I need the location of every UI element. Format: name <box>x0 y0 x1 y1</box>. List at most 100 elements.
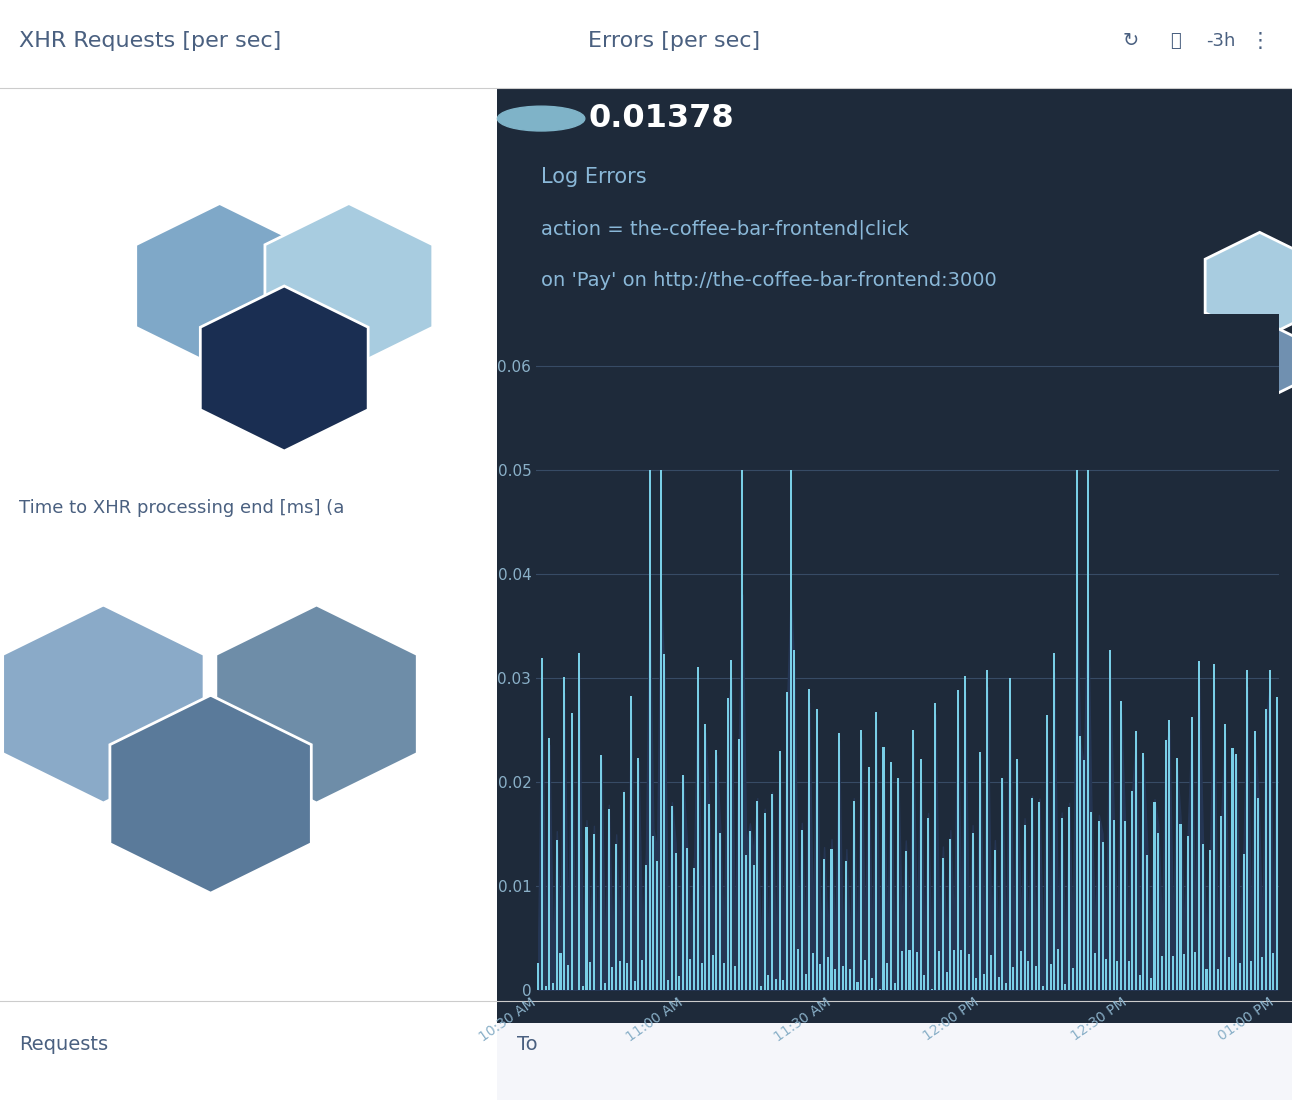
Bar <box>1068 806 1070 990</box>
Circle shape <box>497 107 585 131</box>
Polygon shape <box>1218 319 1292 402</box>
Bar <box>811 953 814 990</box>
Bar <box>841 966 844 990</box>
Bar <box>1150 978 1152 990</box>
Text: Time to XHR processing end [ms] (a: Time to XHR processing end [ms] (a <box>19 499 345 517</box>
Bar <box>1261 957 1264 990</box>
Bar <box>934 703 937 990</box>
Bar <box>1079 736 1081 990</box>
Bar <box>1243 855 1244 990</box>
Bar <box>950 838 951 990</box>
Bar <box>1013 967 1014 990</box>
Bar <box>708 804 711 990</box>
Bar <box>720 833 721 990</box>
Bar <box>1061 818 1063 990</box>
Bar <box>1205 969 1208 990</box>
Bar <box>745 856 747 990</box>
Bar <box>1253 730 1256 990</box>
Bar <box>835 969 836 990</box>
Text: ↻: ↻ <box>1123 31 1138 51</box>
Bar <box>827 957 829 990</box>
FancyBboxPatch shape <box>0 0 1292 88</box>
Bar <box>693 868 695 990</box>
Bar <box>1158 833 1159 990</box>
Bar <box>1039 802 1040 990</box>
Text: action = the-coffee-bar-frontend|click: action = the-coffee-bar-frontend|click <box>541 219 908 239</box>
Bar <box>1194 952 1196 990</box>
Bar <box>1005 983 1006 990</box>
Bar <box>686 848 687 990</box>
Bar <box>890 762 891 990</box>
Bar <box>541 658 543 990</box>
Bar <box>760 986 762 990</box>
Bar <box>1132 791 1133 990</box>
Bar <box>1227 957 1230 990</box>
Bar <box>652 836 654 990</box>
Bar <box>904 850 907 990</box>
Bar <box>789 470 792 990</box>
Bar <box>809 689 810 990</box>
Bar <box>1231 748 1234 990</box>
Bar <box>589 962 592 990</box>
Text: Requests: Requests <box>19 1035 109 1055</box>
Bar <box>637 758 640 990</box>
Bar <box>1090 812 1093 990</box>
Bar <box>960 950 963 990</box>
Bar <box>779 751 780 990</box>
Polygon shape <box>1205 232 1292 340</box>
Bar <box>585 827 588 990</box>
Bar <box>1183 954 1185 990</box>
Bar <box>545 987 547 990</box>
Bar <box>823 859 826 990</box>
Bar <box>726 698 729 990</box>
Bar <box>1049 965 1052 990</box>
Bar <box>1112 821 1115 990</box>
Bar <box>983 974 985 990</box>
Text: Log Errors: Log Errors <box>541 167 647 187</box>
Bar <box>946 972 947 990</box>
Bar <box>619 961 621 990</box>
Bar <box>786 692 788 990</box>
Bar <box>1124 821 1125 990</box>
Bar <box>563 678 565 990</box>
Bar <box>1027 961 1030 990</box>
Bar <box>882 747 885 990</box>
Bar <box>986 670 988 990</box>
Bar <box>793 649 796 990</box>
Bar <box>894 982 895 990</box>
Bar <box>1016 759 1018 990</box>
Bar <box>559 953 562 990</box>
Bar <box>920 759 921 990</box>
Bar <box>916 952 917 990</box>
FancyBboxPatch shape <box>497 11 1292 1023</box>
Bar <box>1023 825 1026 990</box>
Bar <box>1235 755 1238 990</box>
Bar <box>1109 650 1111 990</box>
Bar <box>571 714 572 990</box>
Bar <box>552 983 554 990</box>
Bar <box>1098 821 1099 990</box>
Bar <box>556 839 558 990</box>
Polygon shape <box>110 695 311 893</box>
Bar <box>581 986 584 990</box>
Bar <box>1224 725 1226 990</box>
Bar <box>979 752 981 990</box>
Bar <box>864 960 866 990</box>
Bar <box>641 960 643 990</box>
Bar <box>990 955 992 990</box>
Bar <box>607 808 610 990</box>
Bar <box>853 801 855 990</box>
Bar <box>645 865 647 990</box>
Bar <box>1257 798 1260 990</box>
Bar <box>1138 975 1141 990</box>
Bar <box>1217 969 1218 990</box>
Bar <box>567 965 568 990</box>
Bar <box>738 738 740 990</box>
Bar <box>968 955 970 990</box>
Bar <box>1102 843 1103 990</box>
Bar <box>756 801 758 990</box>
Bar <box>1221 816 1222 990</box>
Bar <box>901 950 903 990</box>
Bar <box>671 806 673 990</box>
Bar <box>1083 760 1085 990</box>
